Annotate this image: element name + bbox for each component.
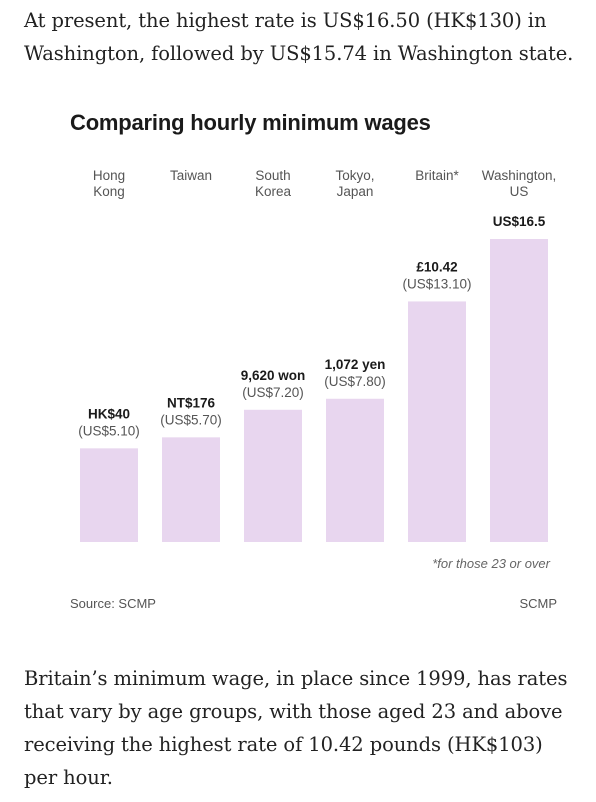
usd-value-label: (US$7.20)	[242, 385, 304, 400]
category-label: US	[510, 184, 529, 199]
category-label: Korea	[255, 184, 292, 199]
category-label: Kong	[93, 184, 125, 199]
chart-footnote: *for those 23 or over	[432, 556, 550, 571]
category-label: Taiwan	[170, 168, 212, 183]
usd-value-label: (US$13.10)	[402, 276, 471, 291]
usd-value-label: (US$5.70)	[160, 412, 222, 427]
chart-source: Source: SCMP	[70, 596, 156, 611]
category-label: Tokyo,	[335, 168, 374, 183]
category-label: South	[255, 168, 290, 183]
bar-4	[408, 301, 466, 542]
chart-credit: SCMP	[519, 596, 557, 611]
article-paragraph-bottom: Britain’s minimum wage, in place since 1…	[24, 667, 568, 789]
bar-3	[326, 398, 384, 542]
category-label: Hong	[93, 168, 125, 183]
article-paragraph-top: At present, the highest rate is US$16.50…	[24, 9, 574, 65]
category-label: Washington,	[482, 168, 557, 183]
local-value-label: US$16.5	[493, 214, 546, 229]
chart-title: Comparing hourly minimum wages	[70, 110, 431, 135]
usd-value-label: (US$7.80)	[324, 374, 386, 389]
bar-1	[162, 437, 220, 542]
usd-value-label: (US$5.10)	[78, 423, 140, 438]
bar-2	[244, 409, 302, 542]
local-value-label: 1,072 yen	[325, 357, 386, 372]
bar-0	[80, 448, 138, 542]
bar-5	[490, 239, 548, 542]
category-label: Britain*	[415, 168, 459, 183]
local-value-label: 9,620 won	[241, 368, 306, 383]
local-value-label: HK$40	[88, 406, 130, 421]
category-label: Japan	[337, 184, 374, 199]
local-value-label: NT$176	[167, 395, 216, 410]
local-value-label: £10.42	[416, 259, 457, 274]
